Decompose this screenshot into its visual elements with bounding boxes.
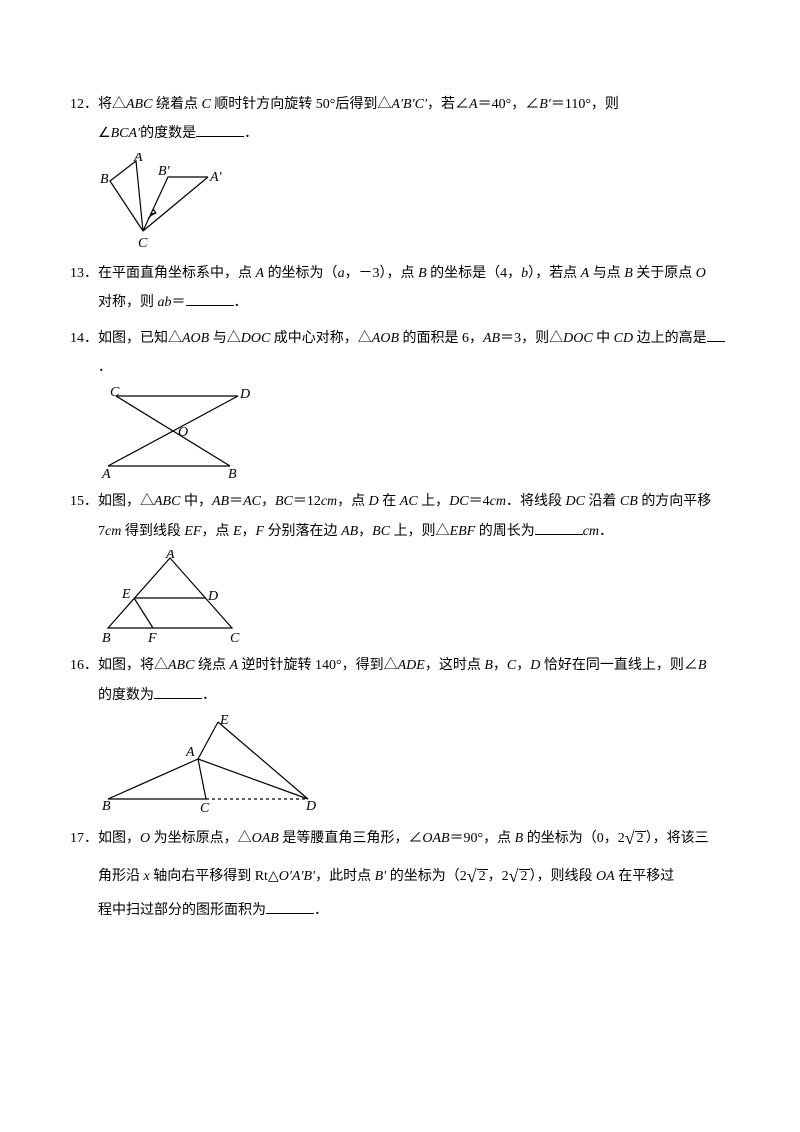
q15-num: 15． <box>70 494 98 509</box>
problem-12-text: 12．将△ABC 绕着点 C 顺时针方向旋转 50°后得到△A′B′C′，若∠A… <box>70 90 740 119</box>
q16-num: 16． <box>70 658 98 673</box>
figure-14: C D O A B <box>98 386 740 481</box>
figure-15: A E D B F C <box>98 550 740 645</box>
figure-16: E A B C D <box>98 714 740 814</box>
blank <box>707 325 725 341</box>
svg-text:C: C <box>110 386 120 400</box>
problem-17: 17．如图，O 为坐标原点，△OAB 是等腰直角三角形，∠OAB＝90°，点 B… <box>70 820 740 925</box>
svg-text:C: C <box>230 631 240 645</box>
svg-text:E: E <box>121 587 131 602</box>
svg-text:D: D <box>239 387 250 402</box>
problem-17-text: 17．如图，O 为坐标原点，△OAB 是等腰直角三角形，∠OAB＝90°，点 B… <box>70 820 740 858</box>
problem-14-line2: ． <box>70 353 740 382</box>
problem-13: 13．在平面直角坐标系中，点 A 的坐标为（a，－3），点 B 的坐标是（4，b… <box>70 259 740 318</box>
sqrt-icon: √2 <box>625 820 646 858</box>
problem-17-line3: 程中扫过部分的图形面积为． <box>70 896 740 925</box>
page-content: 12．将△ABC 绕着点 C 顺时针方向旋转 50°后得到△A′B′C′，若∠A… <box>0 0 800 991</box>
problem-14: 14．如图，已知△AOB 与△DOC 成中心对称，△AOB 的面积是 6，AB＝… <box>70 324 740 482</box>
q14-num: 14． <box>70 331 98 346</box>
problem-15-text: 15．如图，△ABC 中，AB＝AC，BC＝12cm，点 D 在 AC 上，DC… <box>70 487 740 516</box>
svg-text:A: A <box>165 550 175 562</box>
problem-17-line2: 角形沿 x 轴向右平移得到 Rt△O′A′B′，此时点 B′ 的坐标为（2√2，… <box>70 858 740 896</box>
svg-text:C: C <box>200 801 210 814</box>
problem-13-line2: 对称，则 ab＝． <box>70 288 740 317</box>
svg-text:B′: B′ <box>158 164 171 179</box>
svg-text:D: D <box>207 589 218 604</box>
problem-16-line2: 的度数为． <box>70 681 740 710</box>
problem-16: 16．如图，将△ABC 绕点 A 逆时针旋转 140°，得到△ADE，这时点 B… <box>70 651 740 814</box>
blank <box>266 897 314 913</box>
svg-text:B: B <box>100 172 109 187</box>
blank <box>154 682 202 698</box>
svg-text:O: O <box>178 425 188 440</box>
sqrt-icon: √2 <box>467 858 488 896</box>
svg-text:E: E <box>219 714 229 728</box>
svg-text:F: F <box>147 631 157 645</box>
problem-16-text: 16．如图，将△ABC 绕点 A 逆时针旋转 140°，得到△ADE，这时点 B… <box>70 651 740 680</box>
svg-text:B: B <box>228 467 237 481</box>
blank <box>186 290 234 306</box>
svg-text:A′: A′ <box>209 170 223 185</box>
problem-12-line2: ∠BCA′的度数是． <box>70 119 740 148</box>
problem-14-text: 14．如图，已知△AOB 与△DOC 成中心对称，△AOB 的面积是 6，AB＝… <box>70 324 740 353</box>
blank <box>535 518 583 534</box>
problem-15: 15．如图，△ABC 中，AB＝AC，BC＝12cm，点 D 在 AC 上，DC… <box>70 487 740 645</box>
blank <box>196 121 244 137</box>
svg-text:B: B <box>102 631 111 645</box>
svg-text:D: D <box>305 799 316 814</box>
svg-text:B: B <box>102 799 111 814</box>
q17-num: 17． <box>70 831 98 846</box>
problem-13-text: 13．在平面直角坐标系中，点 A 的坐标为（a，－3），点 B 的坐标是（4，b… <box>70 259 740 288</box>
q12-num: 12． <box>70 97 98 112</box>
problem-15-line2: 7cm 得到线段 EF，点 E，F 分别落在边 AB，BC 上，则△EBF 的周… <box>70 517 740 546</box>
svg-text:A: A <box>133 153 143 165</box>
svg-text:A: A <box>101 467 111 481</box>
sqrt-icon: √2 <box>509 858 530 896</box>
svg-text:C: C <box>138 236 148 251</box>
figure-12: A B B′ A′ C <box>98 153 740 253</box>
problem-12: 12．将△ABC 绕着点 C 顺时针方向旋转 50°后得到△A′B′C′，若∠A… <box>70 90 740 253</box>
q13-num: 13． <box>70 266 98 281</box>
svg-text:A: A <box>185 745 195 760</box>
